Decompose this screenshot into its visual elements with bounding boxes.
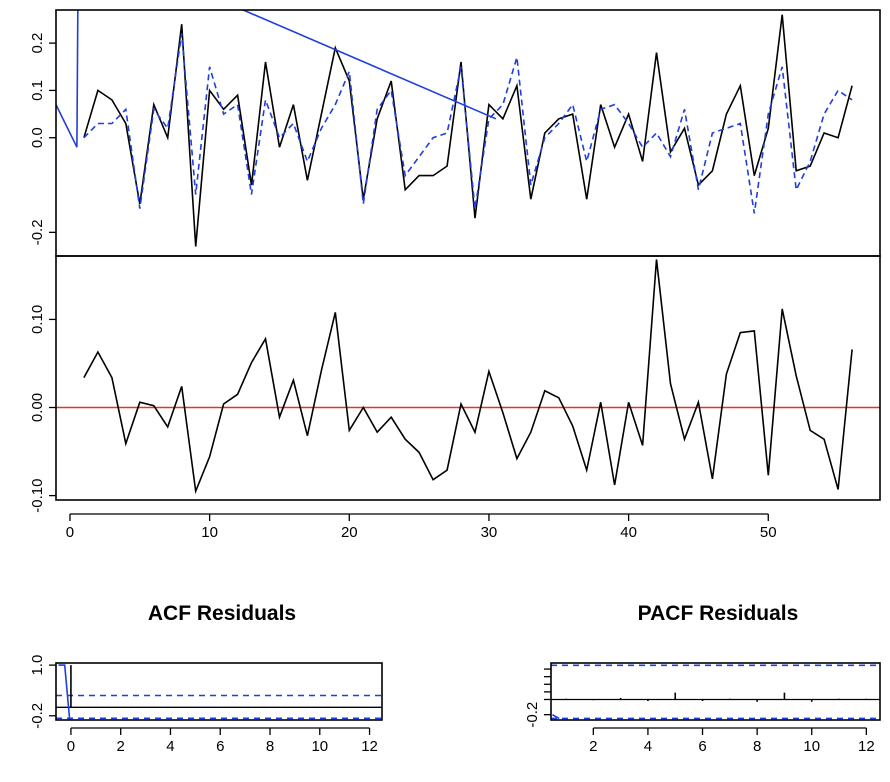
panel-frame bbox=[55, 255, 881, 501]
y-tick-label: -0.2 bbox=[524, 702, 541, 728]
x-tick-label: 8 bbox=[753, 738, 761, 755]
acf-panel: ACF Residuals 1.0 -0.2 0 2 4 6 8 10 12 bbox=[29, 602, 383, 755]
x-tick-label: 2 bbox=[117, 738, 125, 755]
y-tick-label: 0.00 bbox=[29, 393, 46, 422]
x-tick-label: 10 bbox=[201, 524, 218, 541]
pacf-title: PACF Residuals bbox=[638, 602, 799, 625]
x-tick-label: 2 bbox=[589, 738, 597, 755]
y-tick-label: -0.2 bbox=[29, 219, 46, 245]
x-tick-label: 30 bbox=[481, 524, 498, 541]
y-tick-label: 1.0 bbox=[29, 655, 46, 676]
acf-title: ACF Residuals bbox=[148, 602, 296, 625]
panel-frame bbox=[550, 662, 881, 721]
series-line bbox=[83, 259, 853, 495]
y-tick-label: 0.10 bbox=[29, 305, 46, 334]
y-tick-label: 0.0 bbox=[29, 127, 46, 148]
y-tick-label: 0.2 bbox=[29, 33, 46, 54]
x-tick-label: 4 bbox=[166, 738, 174, 755]
series-line bbox=[56, 10, 497, 148]
x-tick-label: 10 bbox=[803, 738, 820, 755]
pacf-panel: PACF Residuals -0.2 2 4 6 8 10 12 bbox=[524, 602, 881, 755]
fitted-panel: -0.2 0.0 0.1 0.2 bbox=[29, 9, 881, 257]
x-tick-label: 0 bbox=[67, 738, 75, 755]
panel-frame bbox=[55, 662, 383, 721]
x-tick-label: 8 bbox=[266, 738, 274, 755]
plot-area bbox=[56, 664, 382, 720]
plot-area bbox=[551, 664, 880, 720]
x-tick-label: 50 bbox=[760, 524, 777, 541]
series-line bbox=[83, 14, 853, 247]
x-tick-label: 20 bbox=[341, 524, 358, 541]
x-tick-label: 4 bbox=[644, 738, 652, 755]
plot-area bbox=[56, 259, 880, 495]
series-line bbox=[552, 714, 560, 720]
x-tick-label: 12 bbox=[858, 738, 875, 755]
x-tick-label: 6 bbox=[216, 738, 224, 755]
y-tick-label: -0.10 bbox=[29, 478, 46, 512]
residuals-panel: -0.10 0.00 0.10 0 10 20 30 40 50 bbox=[29, 255, 881, 541]
x-tick-label: 40 bbox=[620, 524, 637, 541]
y-tick-label: 0.1 bbox=[29, 80, 46, 101]
x-tick-label: 6 bbox=[698, 738, 706, 755]
dashed-series-line bbox=[83, 33, 853, 214]
x-tick-label: 0 bbox=[66, 524, 74, 541]
series-line bbox=[58, 664, 71, 720]
y-tick-label: -0.2 bbox=[29, 703, 46, 729]
x-tick-label: 12 bbox=[361, 738, 378, 755]
x-tick-label: 10 bbox=[311, 738, 328, 755]
plot-area bbox=[56, 10, 853, 247]
